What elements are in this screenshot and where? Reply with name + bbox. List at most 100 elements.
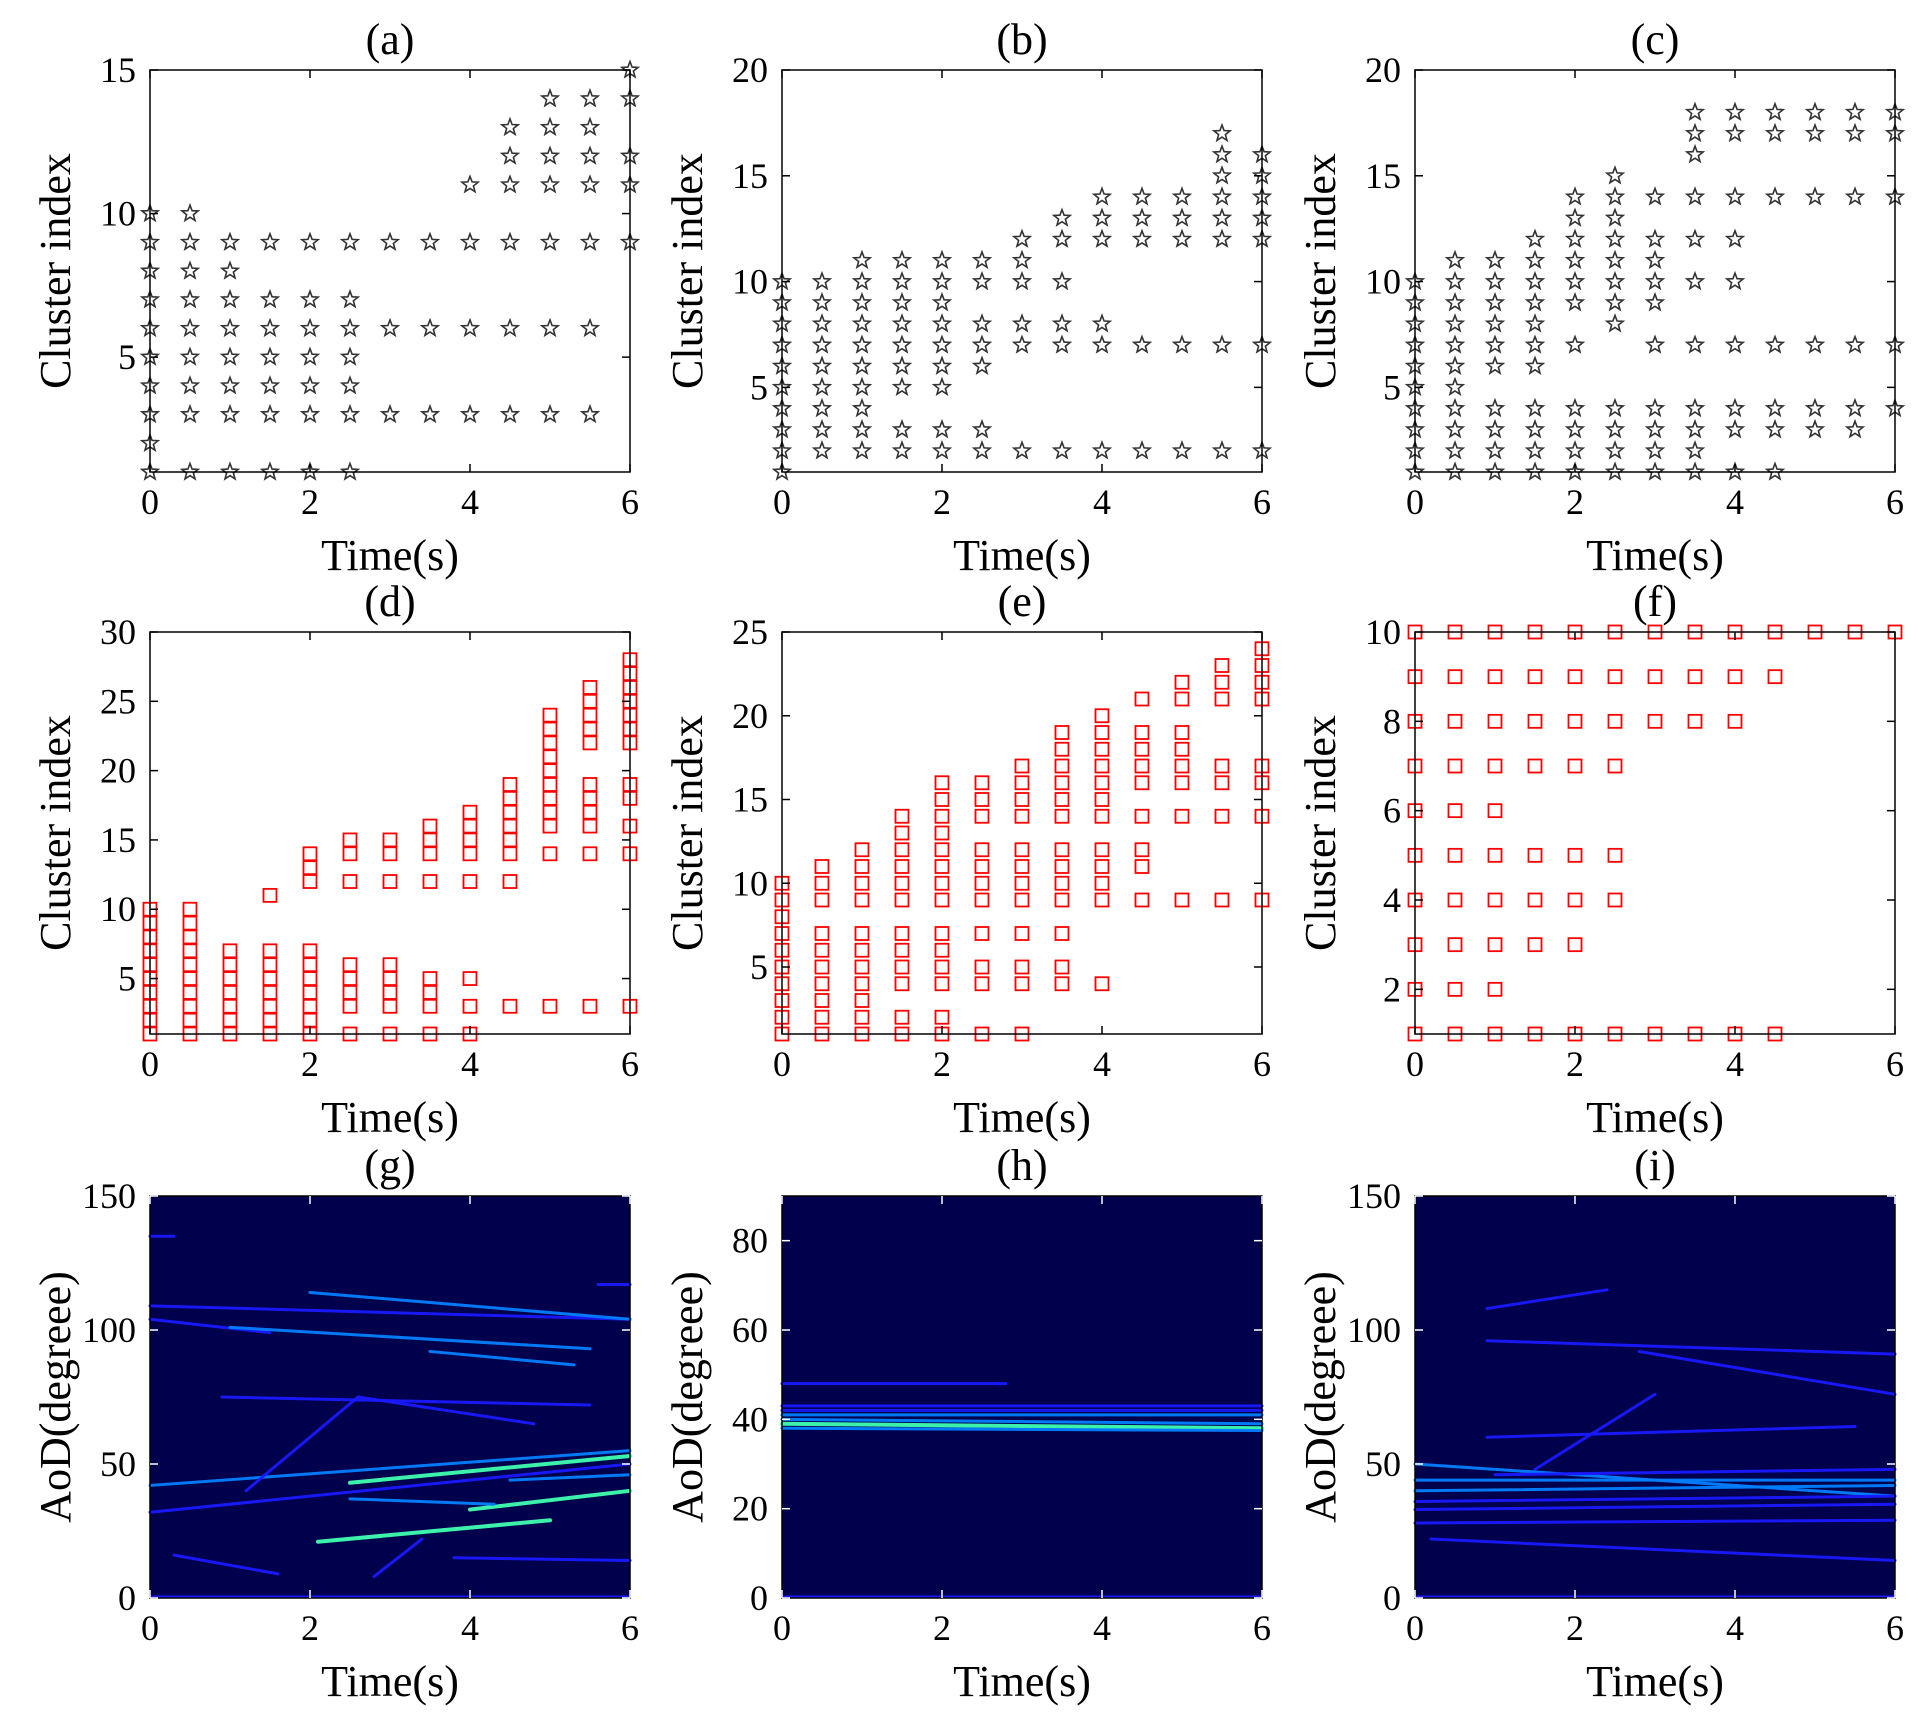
- square-marker: [1447, 803, 1463, 819]
- star-marker: [851, 249, 873, 270]
- star-marker: [811, 397, 833, 418]
- star-marker: [499, 403, 521, 424]
- star-marker: [1644, 440, 1666, 460]
- star-marker: [1724, 397, 1746, 418]
- star-marker: [1804, 397, 1826, 418]
- square-marker: [894, 892, 910, 908]
- star-marker: [1604, 461, 1626, 481]
- square-marker: [934, 875, 950, 891]
- star-marker: [1684, 186, 1706, 206]
- x-axis-label: Time(s): [953, 531, 1091, 580]
- star-marker: [1844, 186, 1866, 206]
- square-marker: [1174, 691, 1190, 707]
- square-marker: [854, 942, 870, 958]
- panel-title: (i): [1634, 1141, 1676, 1190]
- star-marker: [1011, 313, 1033, 333]
- axes-frame: [781, 69, 1263, 473]
- square-marker: [1094, 758, 1110, 774]
- square-marker: [582, 777, 598, 792]
- square-marker: [854, 842, 870, 858]
- square-marker: [1134, 758, 1150, 774]
- star-marker: [339, 288, 361, 309]
- star-marker: [1211, 440, 1233, 460]
- star-marker: [931, 270, 953, 291]
- star-marker: [1644, 291, 1666, 312]
- square-marker: [1054, 741, 1070, 757]
- star-marker: [379, 403, 401, 424]
- x-tick-label: 4: [1093, 1608, 1111, 1648]
- square-marker: [1214, 775, 1230, 791]
- panel-title: (e): [998, 577, 1047, 626]
- star-marker: [1604, 291, 1626, 312]
- square-marker: [582, 680, 598, 695]
- heatmap-track: [172, 1553, 280, 1576]
- star-marker: [1844, 122, 1866, 143]
- square-marker: [894, 959, 910, 975]
- star-marker: [219, 260, 241, 280]
- x-tick-label: 4: [461, 482, 479, 522]
- square-marker: [1094, 892, 1110, 908]
- star-marker: [259, 461, 281, 481]
- square-marker: [1447, 847, 1463, 863]
- square-marker: [894, 859, 910, 874]
- star-marker: [1524, 270, 1546, 291]
- star-marker: [1564, 186, 1586, 206]
- x-axis-label: Time(s): [321, 1093, 459, 1142]
- star-marker: [1131, 186, 1153, 206]
- x-tick-label: 0: [141, 1044, 159, 1084]
- square-marker: [934, 808, 950, 824]
- square-marker: [1487, 713, 1503, 729]
- star-marker: [971, 313, 993, 333]
- square-marker: [1687, 669, 1703, 685]
- panel-title: (b): [996, 15, 1047, 64]
- square-marker: [1094, 976, 1110, 992]
- square-marker: [1054, 892, 1070, 908]
- square-marker: [934, 859, 950, 874]
- square-marker: [342, 874, 358, 889]
- star-marker: [219, 346, 241, 366]
- square-marker: [814, 1009, 830, 1025]
- heatmap-track: [452, 1556, 632, 1562]
- star-marker: [299, 317, 321, 338]
- y-tick-label: 8: [1383, 701, 1401, 741]
- star-marker: [1844, 334, 1866, 354]
- square-marker: [382, 957, 398, 973]
- y-axis-label: Cluster index: [663, 715, 712, 951]
- x-tick-label: 2: [301, 1044, 319, 1084]
- heatmap-track: [148, 1462, 632, 1514]
- y-tick-label: 25: [732, 612, 768, 652]
- star-marker: [1011, 334, 1033, 354]
- y-tick-label: 10: [100, 889, 136, 929]
- square-marker: [1487, 847, 1503, 863]
- square-marker: [1054, 775, 1070, 791]
- panel-title: (c): [1631, 15, 1680, 64]
- star-marker: [1091, 228, 1113, 248]
- square-marker: [814, 892, 830, 908]
- heatmap-track: [372, 1537, 424, 1579]
- star-marker: [1564, 291, 1586, 312]
- y-axis-label: Cluster index: [31, 715, 80, 951]
- square-marker: [1094, 859, 1110, 874]
- star-marker: [1724, 270, 1746, 291]
- y-tick-label: 15: [732, 780, 768, 820]
- y-tick-label: 20: [732, 50, 768, 90]
- y-tick-label: 10: [100, 194, 136, 234]
- square-marker: [894, 942, 910, 958]
- square-marker: [1134, 775, 1150, 791]
- square-marker: [1174, 892, 1190, 908]
- square-marker: [814, 859, 830, 874]
- square-marker: [934, 942, 950, 958]
- panel-b: 0 2 4 6 5 10 15 20 (b) Time(s) Cluster index: [663, 15, 1273, 580]
- star-marker: [811, 418, 833, 439]
- star-marker: [539, 403, 561, 424]
- square-marker: [974, 792, 990, 807]
- star-marker: [971, 270, 993, 291]
- star-marker: [1804, 418, 1826, 439]
- star-marker: [259, 375, 281, 395]
- star-marker: [1091, 186, 1113, 206]
- star-marker: [891, 440, 913, 460]
- star-marker: [299, 375, 321, 395]
- y-tick-label: 2: [1383, 969, 1401, 1009]
- star-marker: [1524, 355, 1546, 375]
